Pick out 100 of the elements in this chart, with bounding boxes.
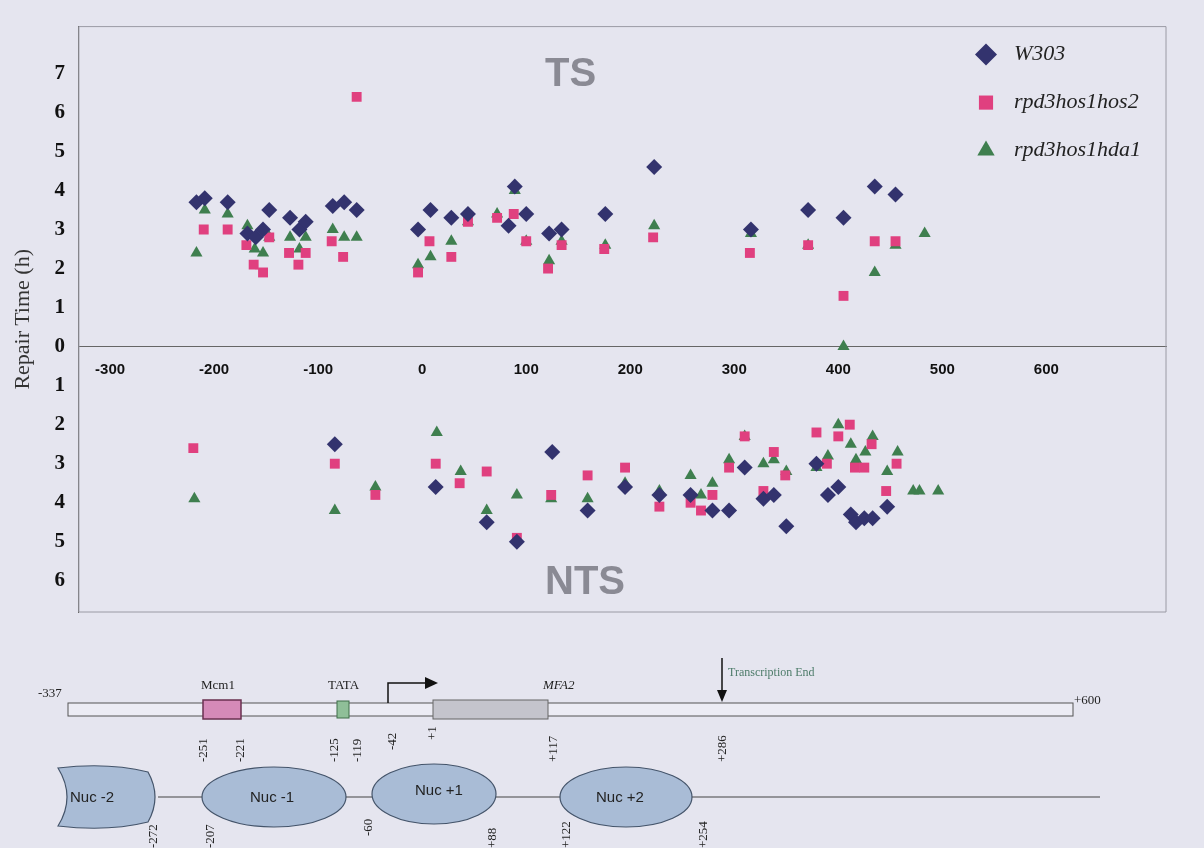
x-tick-label: -300 [95, 359, 126, 377]
point [284, 248, 294, 258]
legend-label: rpd3hos1hda1 [1014, 136, 1142, 162]
point [859, 462, 870, 473]
point [427, 479, 444, 496]
point [866, 178, 883, 195]
point [297, 213, 314, 230]
x-tick-label: -100 [303, 359, 334, 377]
point [329, 458, 340, 469]
point [454, 478, 465, 489]
legend-label: W303 [1014, 40, 1066, 66]
point [835, 209, 852, 226]
text: Mcm1 [201, 677, 235, 692]
point [541, 225, 558, 242]
point [348, 202, 365, 219]
point [651, 486, 668, 503]
point [518, 205, 535, 222]
y-tick-label: 7 [54, 59, 65, 84]
text: Transcription End [728, 665, 815, 679]
x-tick-label: 500 [929, 359, 955, 377]
point [744, 248, 755, 258]
point [481, 466, 492, 477]
point [556, 240, 567, 251]
text: +88 [484, 827, 499, 848]
point [459, 205, 476, 222]
point [424, 236, 435, 247]
y-tick-label: 5 [54, 137, 65, 162]
y-tick-label: 4 [54, 176, 66, 201]
point [241, 240, 252, 251]
point [492, 212, 503, 223]
y-tick-label: 0 [54, 333, 65, 358]
point [413, 267, 423, 278]
point [478, 514, 495, 531]
point [336, 194, 353, 211]
point [704, 502, 721, 519]
x-tick-label: -200 [199, 359, 230, 377]
text: Nuc +2 [596, 788, 644, 805]
text: -60 [360, 818, 375, 836]
y-axis-title: Repair Time (h) [8, 249, 34, 390]
point [768, 447, 779, 457]
text: MFA2 [543, 677, 575, 692]
x-tick-label: 300 [721, 359, 747, 377]
text: -125 [326, 738, 341, 762]
x-tick-label: 200 [617, 359, 643, 377]
point [500, 217, 517, 234]
point [508, 533, 525, 550]
point [887, 186, 904, 203]
point [326, 436, 343, 453]
x-tick-label: 400 [825, 359, 851, 377]
point [850, 462, 860, 473]
point [780, 470, 791, 481]
point [247, 229, 264, 246]
point [599, 244, 610, 254]
point [443, 209, 460, 226]
x-tick-label: 600 [1033, 359, 1059, 377]
annotation: NTS [545, 558, 625, 602]
point [597, 205, 614, 222]
y-tick-label: 3 [54, 450, 65, 475]
text: -119 [349, 738, 364, 762]
point [800, 202, 817, 219]
text: +122 [558, 821, 573, 848]
point [324, 198, 341, 215]
point [879, 498, 896, 515]
text: +1 [424, 726, 439, 740]
point [410, 221, 427, 238]
point [881, 486, 892, 496]
y-tick-label: 4 [54, 489, 66, 514]
point [646, 159, 663, 176]
y-tick-label: 5 [54, 528, 65, 553]
point [724, 462, 735, 473]
text: +254 [695, 821, 710, 848]
text: -42 [384, 732, 399, 750]
point [282, 209, 299, 226]
point [248, 259, 259, 270]
point [821, 458, 832, 469]
text: +117 [545, 735, 560, 762]
point [351, 91, 362, 102]
text: -251 [195, 738, 210, 762]
legend-label: rpd3hos1hos2 [1014, 88, 1139, 114]
point [736, 459, 753, 476]
point [755, 490, 772, 507]
y-tick-label: 6 [54, 567, 65, 592]
point [707, 489, 718, 500]
point [188, 443, 199, 454]
point [582, 470, 593, 481]
point [654, 501, 665, 512]
point [765, 486, 782, 503]
point [370, 489, 381, 500]
text: Nuc +1 [415, 781, 463, 798]
point [198, 224, 209, 235]
point [196, 190, 213, 207]
text: -221 [232, 738, 247, 762]
point [293, 259, 304, 270]
text: Nuc -2 [70, 788, 115, 805]
point [838, 290, 849, 301]
text: Nuc -1 [250, 788, 295, 805]
point [300, 248, 311, 258]
y-tick-label: 3 [54, 215, 65, 240]
text: +286 [714, 735, 729, 762]
point [506, 178, 523, 195]
